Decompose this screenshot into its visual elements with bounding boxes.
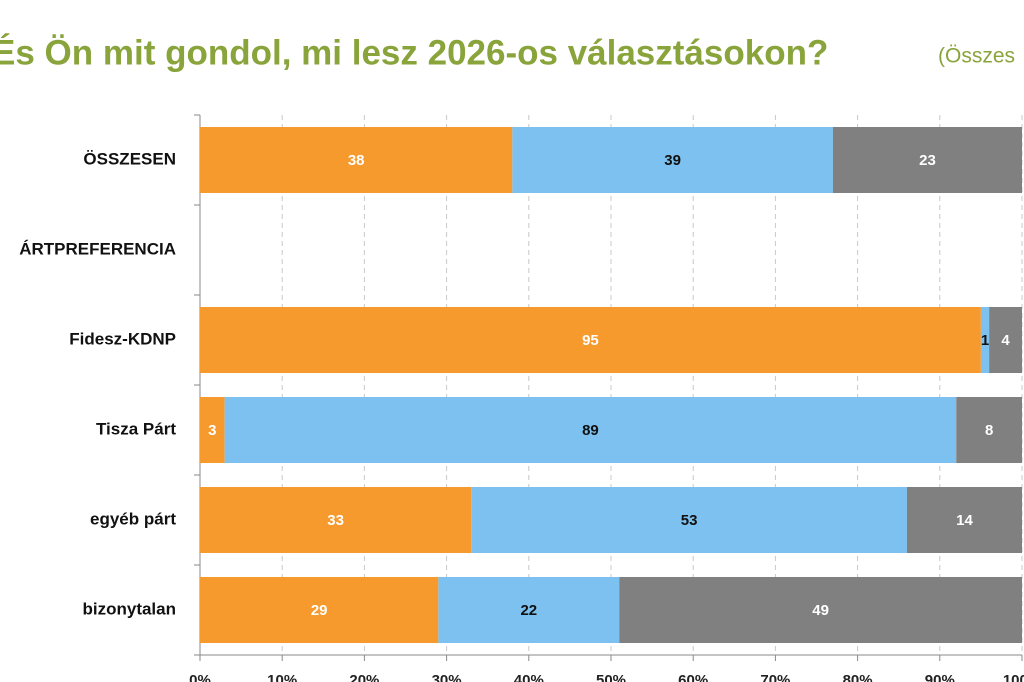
bar-segment [224,397,957,463]
x-tick-label: 10% [267,672,297,682]
y-tick-label: ÁRTPREFERENCIA [19,239,176,258]
data-label: 53 [681,512,698,529]
x-tick-label: 90% [925,672,955,682]
data-label: 39 [664,152,681,169]
x-tick-label: 70% [760,672,790,682]
data-label: 29 [311,602,328,619]
bar-segment [619,577,1022,643]
bar-segment [832,127,1022,193]
data-label: 3 [208,422,216,439]
bar-segment [200,577,439,643]
data-label: 8 [985,422,993,439]
bar-segment [200,487,472,553]
chart-subtitle: (Összes [938,45,1015,68]
y-tick-label: egyéb párt [90,509,176,528]
x-tick-label: 80% [843,672,873,682]
bar-segment [989,307,1022,373]
x-tick-label: 30% [432,672,462,682]
y-tick-label: bizonytalan [82,599,176,618]
bar-segment [471,487,907,553]
data-label: 89 [582,422,599,439]
x-tick-label: 20% [349,672,379,682]
bar-segment [438,577,620,643]
chart-title: És Ön mit gondol, mi lesz 2026-os válasz… [0,32,828,72]
x-tick-label: 60% [678,672,708,682]
y-tick-label: Fidesz-KDNP [69,329,176,348]
x-tick-label: 0% [189,672,211,682]
data-label: 1 [981,332,989,349]
bar-segment [200,127,513,193]
x-tick-label: 50% [596,672,626,682]
data-label: 38 [348,152,365,169]
data-label: 14 [956,512,973,529]
x-tick-label: 40% [514,672,544,682]
data-label: 22 [520,602,537,619]
data-label: 95 [582,332,599,349]
bar-segment [956,397,1022,463]
bar-segment [200,397,225,463]
y-tick-label: ÖSSZESEN [83,149,176,168]
bar-segment [200,307,981,373]
data-label: 23 [919,152,936,169]
x-tick-label: 100% [1003,672,1024,682]
bar-segment [906,487,1022,553]
data-label: 33 [327,512,344,529]
data-label: 4 [1001,332,1010,349]
y-tick-label: Tisza Párt [96,419,176,438]
data-label: 49 [812,602,829,619]
bar-segment [980,307,990,373]
bar-segment [512,127,833,193]
